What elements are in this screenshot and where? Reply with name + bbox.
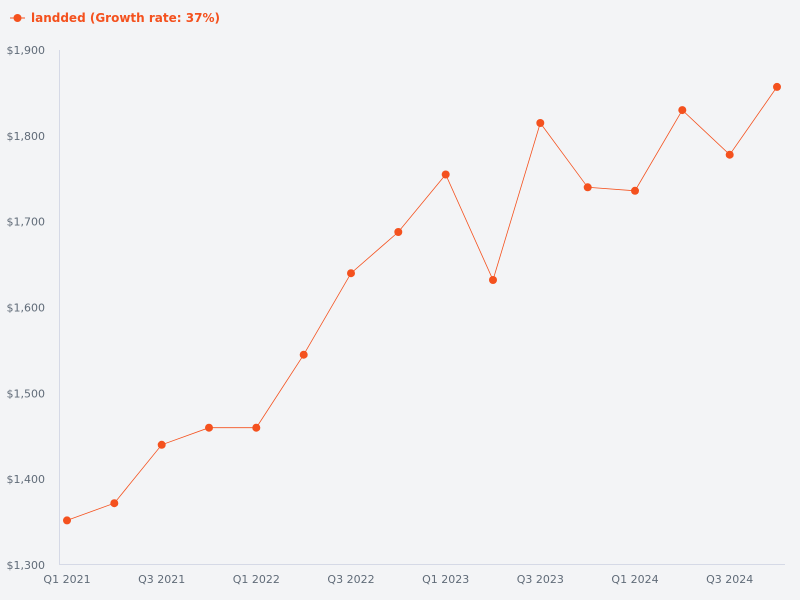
data-point[interactable]: Q2 2024: 1830 (678, 106, 687, 115)
data-point[interactable]: Q3 2024: 1778 (725, 150, 734, 159)
data-point[interactable]: Q1 2024: 1736 (631, 186, 639, 195)
series-line (66, 86, 778, 521)
data-point[interactable]: Q2 2021: 1372 (110, 499, 119, 508)
x-tick-label: Q1 2023 (422, 573, 469, 586)
y-tick-label: $1,900 (7, 44, 46, 57)
y-tick-label: $1,600 (7, 302, 46, 315)
series-landded: Q1 2021: 1352 Q2 2021: 1372 Q3 2021: 1440 Q… (63, 82, 781, 525)
x-tick-label: Q1 2024 (611, 573, 658, 586)
legend[interactable]: landded (Growth rate: 37%) (10, 11, 220, 25)
data-point[interactable]: Q4 2024: 1857 (773, 82, 781, 91)
y-tick-label: $1,800 (7, 130, 46, 143)
data-point[interactable]: Q4 2021: 1460 (205, 423, 213, 432)
y-tick-label: $1,300 (7, 559, 46, 572)
legend-dot-marker (13, 14, 22, 22)
data-point[interactable]: Q1 2023: 1755 (441, 170, 450, 179)
x-tick-label: Q3 2021 (138, 573, 185, 586)
x-tick-label: Q3 2022 (327, 573, 374, 586)
data-point[interactable]: Q2 2023: 1632 (489, 276, 497, 284)
y-axis-ticks: $1,300 $1,400 $1,500 $1,600 $1,700 $1,800 $1,9… (7, 44, 46, 572)
x-tick-label: Q3 2024 (706, 573, 753, 586)
data-point[interactable]: Q1 2021: 1352 (63, 516, 71, 525)
data-point[interactable]: Q3 2023: 1815 (536, 119, 545, 127)
y-tick-label: $1,400 (7, 473, 46, 486)
x-axis-ticks: Q1 2021 Q3 2021 Q1 2022 Q3 2022 Q1 2023 Q3 20… (43, 573, 753, 586)
legend-label: landded (Growth rate: 37%) (31, 11, 220, 25)
data-point[interactable]: Q4 2023: 1740 (583, 183, 592, 192)
data-point[interactable]: Q4 2022: 1688 (394, 228, 403, 236)
x-tick-label: Q3 2023 (517, 573, 564, 586)
data-point[interactable]: Q2 2022: 1545 (299, 350, 308, 359)
x-tick-label: Q1 2022 (233, 573, 280, 586)
data-point[interactable]: Q3 2021: 1440 (157, 440, 166, 449)
y-tick-label: $1,500 (7, 387, 46, 400)
x-tick-label: Q1 2021 (43, 573, 90, 586)
y-tick-label: $1,700 (7, 216, 46, 229)
data-point[interactable]: Q1 2022: 1460 (252, 423, 261, 432)
data-point[interactable]: Q3 2022: 1640 (347, 269, 355, 278)
